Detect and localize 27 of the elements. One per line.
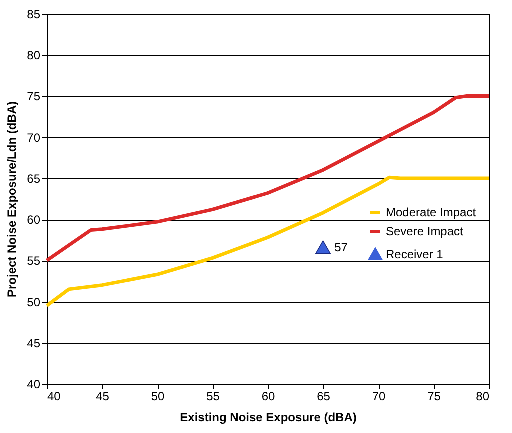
y-tick-label: 65 bbox=[27, 172, 41, 186]
line-series bbox=[45, 176, 491, 308]
y-tick-label: 50 bbox=[27, 295, 41, 310]
y-axis-title: Project Noise Exposure/Ldn (dBA) bbox=[5, 101, 20, 298]
y-tick-label: 60 bbox=[27, 213, 41, 228]
legend-label: Moderate Impact bbox=[386, 206, 477, 220]
x-tick-label: 50 bbox=[151, 390, 165, 404]
line-series bbox=[45, 94, 491, 262]
y-tick-label: 80 bbox=[27, 48, 41, 63]
x-tick-label: 80 bbox=[476, 390, 490, 404]
legend-label: Receiver 1 bbox=[386, 248, 444, 262]
x-tick-label: 45 bbox=[96, 390, 110, 404]
x-tick-label: 60 bbox=[262, 390, 276, 404]
x-tick-label: 70 bbox=[372, 390, 386, 404]
y-tick-label: 75 bbox=[27, 90, 41, 104]
x-tick-label: 40 bbox=[48, 390, 62, 404]
y-tick-label: 85 bbox=[27, 8, 41, 22]
x-tick-label: 65 bbox=[317, 390, 331, 404]
y-tick-label: 55 bbox=[27, 254, 41, 268]
y-tick-label: 45 bbox=[27, 336, 41, 350]
data-label: 57 bbox=[334, 240, 348, 255]
legend-label: Severe Impact bbox=[386, 224, 464, 238]
x-tick-label: 75 bbox=[428, 390, 442, 404]
y-tick-label: 70 bbox=[27, 130, 41, 145]
y-tick-label: 40 bbox=[27, 378, 41, 392]
x-axis-title: Existing Noise Exposure (dBA) bbox=[180, 410, 357, 424]
x-tick-label: 55 bbox=[206, 390, 220, 404]
